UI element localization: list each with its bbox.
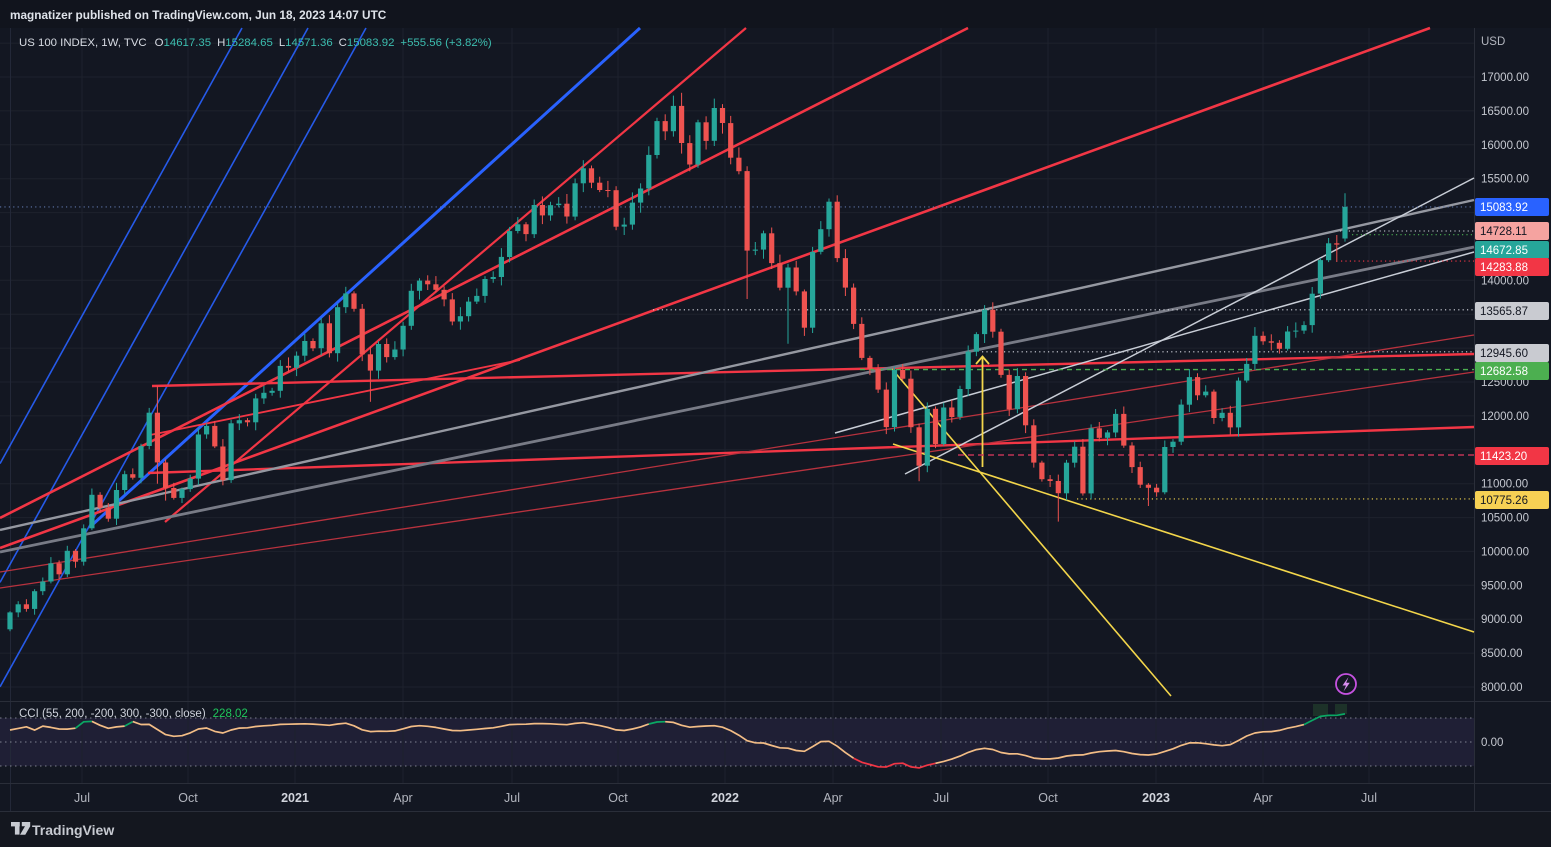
svg-text:11423.20: 11423.20 [1480,451,1527,463]
svg-text:USD: USD [1481,36,1505,48]
svg-text:14672.85: 14672.85 [1480,245,1528,257]
svg-text:0.00: 0.00 [1481,737,1503,749]
svg-text:8500.00: 8500.00 [1481,648,1523,660]
svg-text:9500.00: 9500.00 [1481,580,1523,592]
svg-text:10000.00: 10000.00 [1481,546,1529,558]
svg-text:14000.00: 14000.00 [1481,275,1529,287]
svg-text:10500.00: 10500.00 [1481,513,1529,525]
svg-text:8000.00: 8000.00 [1481,682,1523,694]
svg-text:2021: 2021 [281,791,309,805]
svg-text:10775.26: 10775.26 [1480,495,1528,507]
svg-text:13565.87: 13565.87 [1480,306,1528,318]
svg-text:magnatizer published on Tradin: magnatizer published on TradingView.com,… [10,8,387,22]
svg-text:14283.88: 14283.88 [1480,262,1528,274]
svg-text:Jul: Jul [74,791,90,805]
svg-text:Jul: Jul [504,791,520,805]
svg-text:Oct: Oct [178,791,198,805]
svg-text:12945.60: 12945.60 [1480,348,1528,360]
svg-text:14728.11: 14728.11 [1480,226,1527,238]
svg-text:Jul: Jul [1361,791,1377,805]
svg-text:Apr: Apr [393,791,412,805]
svg-text:Apr: Apr [1253,791,1272,805]
svg-text:16000.00: 16000.00 [1481,140,1529,152]
svg-text:12000.00: 12000.00 [1481,411,1529,423]
svg-text:TradingView: TradingView [32,822,114,838]
svg-text:CCI (55, 200, -200, 300, -300,: CCI (55, 200, -200, 300, -300, close) 228… [19,708,248,720]
svg-text:Oct: Oct [608,791,628,805]
svg-text:11000.00: 11000.00 [1481,479,1528,491]
svg-text:17000.00: 17000.00 [1481,72,1529,84]
svg-text:9000.00: 9000.00 [1481,614,1523,626]
svg-text:15500.00: 15500.00 [1481,174,1529,186]
svg-text:Oct: Oct [1038,791,1058,805]
svg-text:16500.00: 16500.00 [1481,106,1529,118]
svg-text:2023: 2023 [1142,791,1170,805]
svg-text:Apr: Apr [823,791,842,805]
svg-text:Jul: Jul [933,791,949,805]
svg-text:12682.58: 12682.58 [1480,366,1528,378]
svg-text:2022: 2022 [711,791,739,805]
svg-text:15083.92: 15083.92 [1480,202,1528,214]
